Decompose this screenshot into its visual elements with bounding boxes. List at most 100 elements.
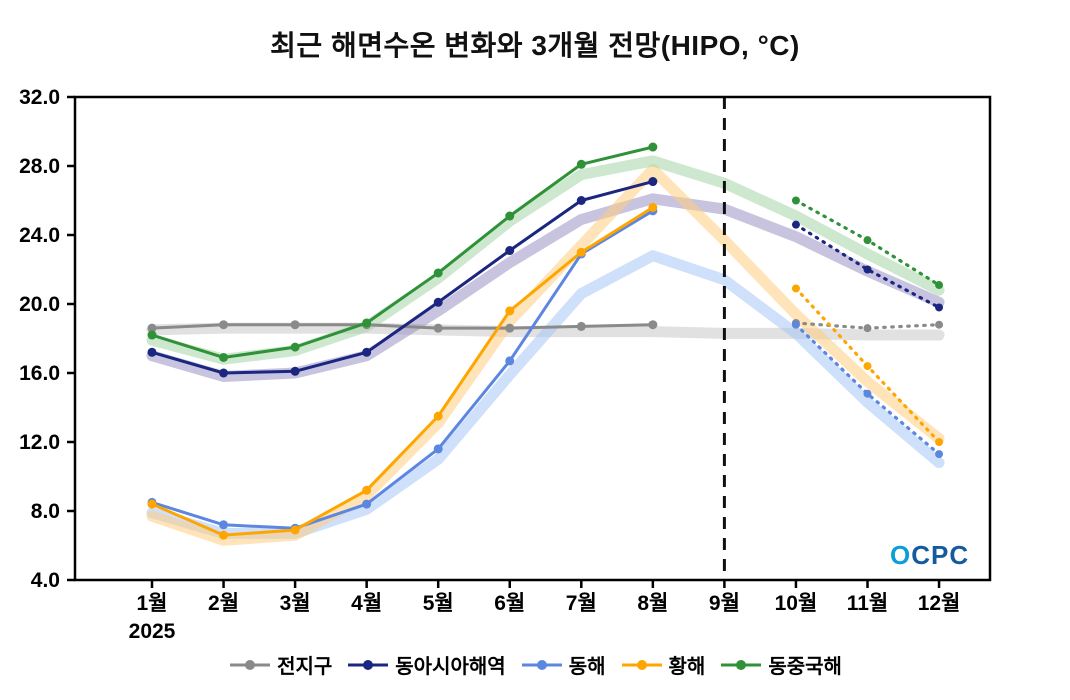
- marker-4: [362, 318, 372, 328]
- forecast-marker-4: [935, 281, 944, 290]
- legend-label-3: 황해: [668, 656, 706, 678]
- marker-1: [576, 196, 586, 205]
- x-tick-label: 10월: [775, 592, 818, 615]
- marker-3: [433, 411, 443, 421]
- marker-3: [219, 530, 229, 540]
- forecast-marker-3: [935, 438, 944, 446]
- legend-marker-2: [521, 659, 562, 670]
- chart-svg: 4.0 8.0 12.0 16.0 20.0 24.0 28.0 32.0 1월 2월 3월 4월 5월…: [19, 86, 992, 643]
- forecast-marker-2: [935, 450, 944, 459]
- x-tick-label: 12월: [918, 592, 961, 615]
- marker-1: [505, 246, 515, 256]
- chart-title: 최근 해면수온 변화와 3개월 전망(HIPO, °C): [270, 30, 800, 61]
- x-tick-label: 3월: [280, 592, 311, 615]
- marker-0: [648, 320, 658, 330]
- marker-1: [362, 347, 372, 357]
- legend-item-0: 전지구: [228, 650, 332, 679]
- ocpc-logo-text: CPC: [911, 540, 970, 570]
- observed-line-3: [151, 206, 654, 537]
- marker-2: [219, 520, 229, 530]
- y-tick-label: 24.0: [19, 224, 60, 247]
- marker-1: [147, 347, 157, 357]
- y-tick-label: 16.0: [19, 362, 60, 385]
- legend-label-2: 동해: [568, 656, 606, 678]
- observed-line-2: [151, 209, 654, 530]
- observed-line-1: [151, 180, 654, 375]
- marker-4: [433, 268, 443, 278]
- marker-3: [648, 202, 658, 212]
- x-tick-label: 5월: [423, 592, 454, 615]
- marker-0: [505, 323, 515, 333]
- legend-label-4: 동중국해: [768, 656, 842, 678]
- y-tick-label: 4.0: [31, 569, 60, 592]
- forecast-marker-4: [863, 236, 872, 245]
- x-tick-label: 2월: [208, 592, 239, 615]
- forecast-marker-1: [863, 265, 872, 274]
- forecast-marker-3: [863, 362, 872, 371]
- plot-frame: [73, 95, 992, 582]
- marker-3: [576, 247, 586, 257]
- ocpc-logo: OCPC: [890, 540, 969, 571]
- marker-1: [648, 177, 658, 187]
- marker-0: [290, 320, 300, 330]
- forecast-marker-2: [791, 320, 800, 329]
- marker-2: [505, 356, 515, 366]
- marker-0: [576, 321, 586, 331]
- y-tick-label: 12.0: [19, 431, 60, 454]
- x-tick-label: 8월: [637, 592, 668, 615]
- marker-4: [219, 352, 229, 362]
- marker-3: [362, 485, 372, 495]
- band-series-1: [146, 193, 945, 382]
- x-year-label: 2025: [129, 620, 176, 643]
- forecast-marker-0: [863, 324, 872, 333]
- y-tick-label: 28.0: [19, 155, 60, 178]
- legend-label-0: 전지구: [277, 656, 333, 678]
- marker-4: [648, 142, 658, 152]
- y-tick-label: 32.0: [19, 86, 60, 109]
- band-series-2: [146, 250, 945, 539]
- legend-item-4: 동중국해: [719, 650, 842, 679]
- ocpc-logo-o: O: [890, 540, 912, 570]
- chart-legend: 전지구 동아시아해역 동해 황해 동중국해: [0, 650, 1070, 679]
- marker-3: [505, 306, 515, 316]
- legend-item-2: 동해: [520, 650, 606, 679]
- y-tick-label: 20.0: [19, 293, 60, 316]
- marker-4: [576, 159, 586, 169]
- marker-3: [147, 499, 157, 509]
- x-tick-label: 9월: [709, 592, 740, 615]
- legend-item-1: 동아시아해역: [346, 650, 506, 679]
- forecast-marker-1: [791, 220, 800, 229]
- marker-1: [290, 366, 300, 376]
- marker-2: [362, 499, 372, 509]
- marker-1: [219, 368, 229, 378]
- marker-2: [433, 444, 443, 454]
- x-tick-label: 4월: [351, 592, 382, 615]
- x-tick-label: 6월: [494, 592, 525, 615]
- x-tick-label: 11월: [847, 592, 889, 615]
- legend-label-1: 동아시아해역: [395, 656, 506, 678]
- forecast-marker-4: [791, 196, 800, 205]
- forecast-marker-1: [935, 303, 944, 312]
- marker-4: [147, 330, 157, 340]
- x-tick-label: 1월: [137, 592, 168, 615]
- forecast-line-2: [794, 323, 941, 456]
- marker-0: [147, 323, 157, 333]
- marker-1: [433, 297, 443, 307]
- legend-marker-1: [348, 659, 389, 670]
- legend-marker-0: [230, 659, 271, 670]
- marker-3: [290, 525, 300, 535]
- forecast-marker-3: [791, 284, 800, 293]
- forecast-marker-2: [863, 389, 872, 398]
- y-tick-label: 8.0: [31, 500, 60, 523]
- marker-4: [505, 211, 515, 221]
- x-tick-label: 7월: [566, 592, 597, 615]
- observed-line-4: [151, 145, 654, 359]
- marker-0: [219, 320, 229, 330]
- marker-4: [290, 342, 300, 352]
- band-series-4: [146, 155, 945, 365]
- legend-item-3: 황해: [620, 650, 706, 679]
- marker-0: [433, 323, 443, 333]
- forecast-line-1: [794, 223, 941, 310]
- legend-marker-3: [621, 659, 662, 670]
